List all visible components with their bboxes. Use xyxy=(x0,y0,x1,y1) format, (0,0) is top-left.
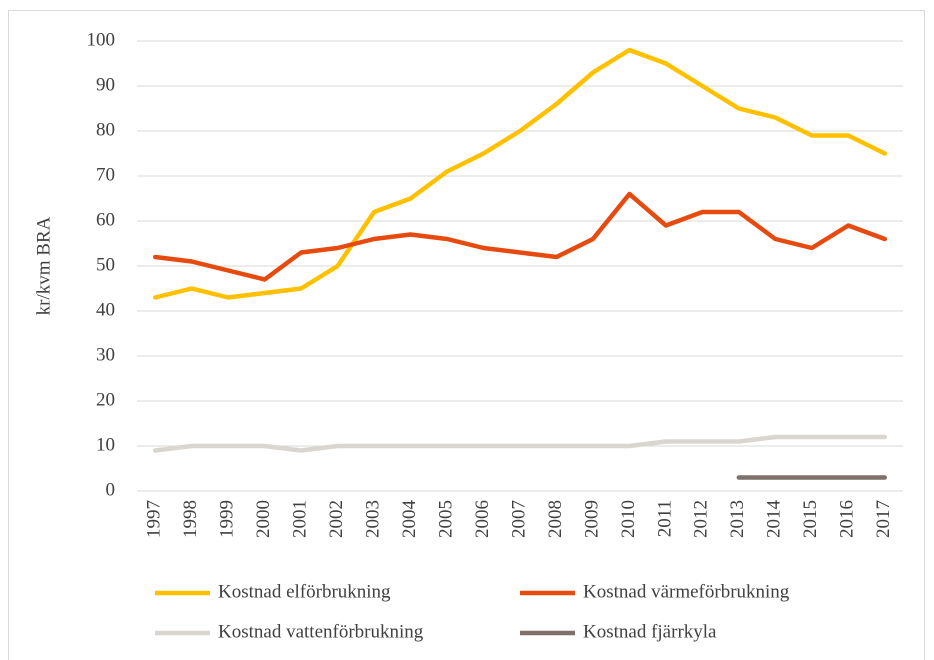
series-line xyxy=(152,191,888,282)
x-tick-label: 1997 xyxy=(144,500,165,538)
legend-label: Kostnad vattenförbrukning xyxy=(218,621,424,642)
legend-label: Kostnad värmeförbrukning xyxy=(583,581,790,602)
series-line xyxy=(152,434,888,453)
y-tick-label: 30 xyxy=(96,344,115,365)
x-tick-label: 2013 xyxy=(727,500,748,538)
x-tick-label: 2012 xyxy=(691,500,712,538)
y-tick-label: 0 xyxy=(106,479,116,500)
x-tick-label: 2016 xyxy=(837,500,858,538)
x-tick-label: 2002 xyxy=(326,500,347,538)
y-tick-label: 90 xyxy=(96,74,115,95)
y-tick-label: 50 xyxy=(96,254,115,275)
x-tick-label: 2008 xyxy=(545,500,566,538)
y-tick-label: 20 xyxy=(96,389,115,410)
y-tick-label: 70 xyxy=(96,164,115,185)
x-tick-label: 2014 xyxy=(764,500,785,539)
x-tick-label: 1998 xyxy=(180,500,201,538)
x-tick-label: 2001 xyxy=(290,500,311,538)
y-tick-label: 80 xyxy=(96,119,115,140)
x-tick-label: 2000 xyxy=(253,500,274,538)
y-tick-label: 40 xyxy=(96,299,115,320)
legend-label: Kostnad elförbrukning xyxy=(218,581,391,602)
y-tick-label: 60 xyxy=(96,209,115,230)
series-line xyxy=(152,47,888,300)
x-tick-label: 2003 xyxy=(362,500,383,538)
x-tick-label: 2005 xyxy=(435,500,456,538)
y-axis-label: kr/kvm BRA xyxy=(33,216,54,315)
x-tick-label: 2006 xyxy=(472,500,493,538)
y-tick-label: 10 xyxy=(96,434,115,455)
legend-label: Kostnad fjärrkyla xyxy=(583,621,717,642)
x-tick-label: 2009 xyxy=(581,500,602,538)
x-tick-label: 1999 xyxy=(217,500,238,538)
x-tick-label: 2007 xyxy=(508,500,529,538)
y-tick-label: 100 xyxy=(87,29,116,50)
x-tick-label: 2015 xyxy=(800,500,821,538)
chart-border xyxy=(8,10,925,660)
x-tick-label: 2004 xyxy=(399,500,420,539)
x-tick-label: 2011 xyxy=(654,500,675,537)
x-tick-label: 2010 xyxy=(618,500,639,538)
x-tick-label: 2017 xyxy=(873,500,894,538)
